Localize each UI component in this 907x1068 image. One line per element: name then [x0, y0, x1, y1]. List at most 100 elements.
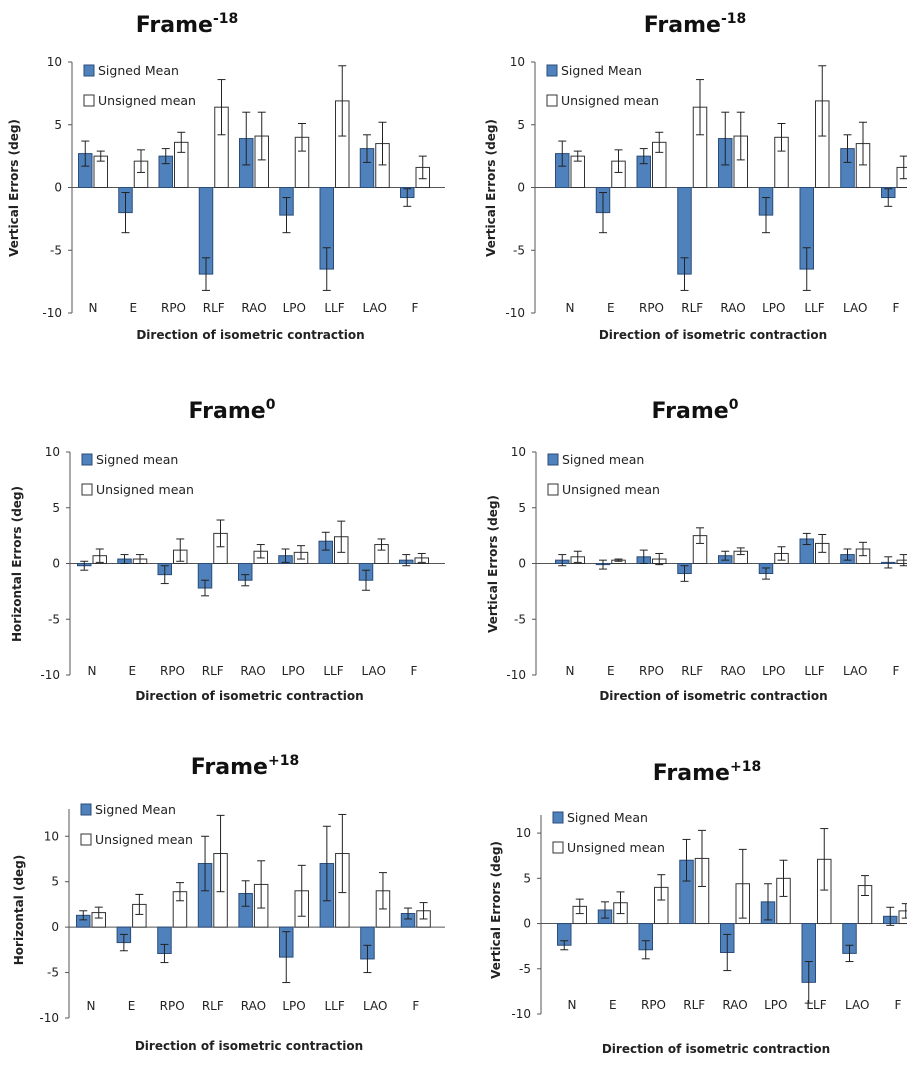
y-tick-label: 5 [52, 501, 60, 515]
x-axis-label: Direction of isometric contraction [599, 689, 827, 703]
chart-title-text: Frame [136, 13, 213, 38]
x-tick-label: LAO [845, 998, 869, 1012]
chart-title: Frame-18 [136, 11, 238, 38]
y-tick-label: 5 [523, 871, 531, 885]
y-tick-label: 10 [516, 826, 531, 840]
legend-swatch [546, 94, 558, 107]
chart-title-superscript: 0 [729, 397, 739, 413]
x-axis-label: Direction of isometric contraction [602, 1042, 830, 1056]
legend-swatch [81, 483, 93, 496]
chart-panel-6: Frame+18 10 5 0 -5 -10 Vertical Errors (deg) Di… [455, 728, 907, 1068]
legend-swatch [81, 453, 93, 466]
y-tick-label: -10 [39, 1011, 59, 1025]
x-tick-label: LAO [843, 664, 867, 678]
x-tick-label: E [609, 998, 617, 1012]
x-tick-label: LPO [283, 301, 306, 315]
legend-swatch [547, 453, 559, 466]
y-tick-label: -10 [505, 306, 525, 320]
x-tick-label: RLF [202, 664, 224, 678]
chart-svg: Frame-18 10 5 0 -5 -10 Vertical Errors (deg) Di… [7, 11, 445, 342]
legend-label: Signed Mean [561, 63, 642, 78]
y-tick-label: 5 [517, 118, 525, 132]
x-tick-label: LLF [806, 998, 826, 1012]
chart-panel-4: Frame0 10 5 0 -5 -10 Vertical Errors (deg) Dire… [455, 370, 907, 715]
x-axis-label: Direction of isometric contraction [599, 328, 827, 342]
x-axis-label: Direction of isometric contraction [136, 328, 364, 342]
y-tick-label: -5 [514, 612, 526, 626]
x-tick-label: LLF [804, 664, 824, 678]
legend-label: Unsigned mean [95, 832, 193, 847]
y-tick-label: 10 [47, 55, 62, 69]
y-tick-label: -10 [506, 668, 526, 682]
legend-label: Signed Mean [98, 63, 179, 78]
x-tick-label: RAO [241, 999, 266, 1013]
legend-swatch [552, 811, 564, 824]
chart-title-text: Frame [653, 761, 730, 786]
y-tick-label: 5 [54, 118, 62, 132]
y-tick-label: 0 [517, 181, 525, 195]
legend-label: Signed mean [562, 452, 644, 467]
y-tick-label: 5 [518, 501, 526, 515]
chart-title-superscript: 0 [266, 397, 276, 413]
x-tick-label: LAO [363, 999, 387, 1013]
x-tick-label: RAO [240, 664, 265, 678]
y-tick-label: 10 [511, 445, 526, 459]
legend-swatch [80, 803, 92, 816]
y-axis-label: Horizontal Errors (deg) [10, 486, 24, 642]
y-tick-label: -5 [513, 243, 525, 257]
x-tick-label: F [893, 664, 900, 678]
chart-svg: Frame0 10 5 0 -5 -10 Vertical Errors (deg) Dire… [486, 397, 907, 703]
legend-label: Unsigned mean [567, 840, 665, 855]
legend-label: Signed Mean [567, 810, 648, 825]
y-tick-label: -10 [40, 668, 60, 682]
x-tick-label: RLF [681, 664, 703, 678]
legend-swatch [83, 64, 95, 77]
x-tick-label: E [128, 999, 136, 1013]
chart-svg: Frame-18 10 5 0 -5 -10 Vertical Errors (deg) Di… [484, 11, 907, 342]
x-tick-label: LPO [762, 301, 785, 315]
y-axis-label: Vertical Errors (deg) [484, 119, 498, 257]
legend-swatch [547, 483, 559, 496]
y-axis-label: Vertical Errors (deg) [486, 495, 500, 633]
x-tick-label: F [412, 999, 419, 1013]
x-tick-label: F [893, 301, 900, 315]
legend-swatch [552, 841, 564, 854]
x-tick-label: RLF [681, 301, 703, 315]
x-tick-label: RPO [641, 998, 666, 1012]
x-tick-label: RPO [639, 301, 664, 315]
legend-label: Unsigned mean [96, 482, 194, 497]
x-tick-label: E [128, 664, 136, 678]
chart-title: Frame-18 [644, 11, 746, 38]
y-tick-label: -5 [48, 612, 60, 626]
y-tick-label: -10 [511, 1007, 531, 1021]
x-tick-label: F [412, 301, 419, 315]
x-tick-label: E [129, 301, 137, 315]
x-tick-label: N [566, 301, 575, 315]
x-tick-label: E [607, 301, 615, 315]
chart-title-superscript: +18 [268, 753, 299, 769]
legend-label: Signed mean [96, 452, 178, 467]
x-tick-label: N [566, 664, 575, 678]
chart-title-text: Frame [189, 399, 266, 424]
x-tick-label: RAO [241, 301, 266, 315]
x-tick-label: LLF [324, 301, 344, 315]
x-tick-label: LAO [362, 664, 386, 678]
legend-swatch [546, 64, 558, 77]
unsigned-bar-f [896, 559, 907, 564]
chart-panel-3: Frame0 10 5 0 -5 -10 Horizontal Errors (deg) Di… [0, 370, 445, 715]
chart-title-superscript: -18 [213, 11, 238, 27]
chart-title: Frame0 [652, 397, 739, 424]
chart-panel-2: Frame-18 10 5 0 -5 -10 Vertical Errors (deg) Di… [455, 0, 907, 355]
unsigned-bar-f [896, 166, 907, 188]
x-tick-label: RLF [202, 999, 224, 1013]
legend-label: Unsigned mean [98, 93, 196, 108]
x-tick-label: LLF [323, 664, 343, 678]
y-tick-label: 0 [523, 917, 531, 931]
chart-svg: Frame+18 10 5 0 -5 -10 Horizontal (deg) Directi… [12, 753, 445, 1053]
legend-label: Unsigned mean [562, 482, 660, 497]
y-tick-label: -5 [47, 966, 59, 980]
y-axis-label: Vertical Errors (deg) [7, 119, 21, 257]
x-tick-label: RLF [203, 301, 225, 315]
